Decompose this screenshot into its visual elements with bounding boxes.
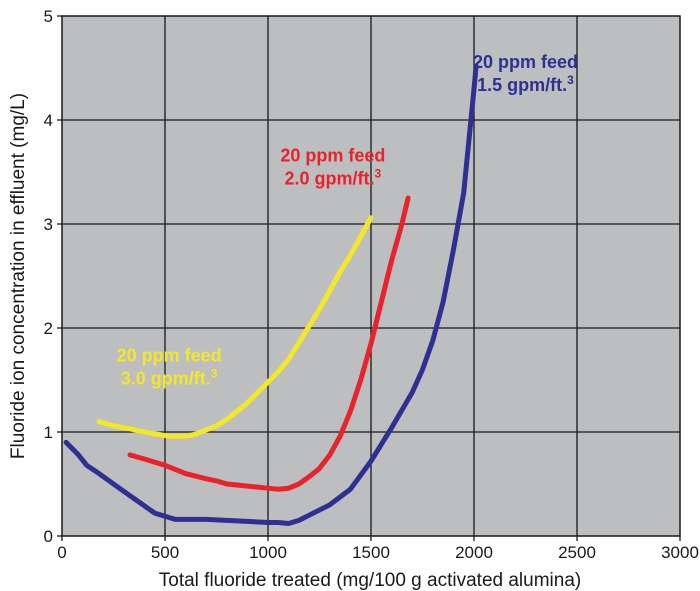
y-axis-title: Fluoride ion concentration in effluent (…: [8, 93, 29, 459]
series-label-superscript: 3: [375, 167, 382, 181]
series-lines: [63, 63, 479, 526]
series-label-line1-red-2-0-gpm: 20 ppm feed: [280, 146, 385, 166]
series-line-blue-1-5-gpm: [63, 63, 479, 526]
y-tick-label: 0: [44, 527, 53, 546]
series-label-superscript: 3: [211, 366, 218, 380]
series-label-rate: 1.5 gpm/ft.: [477, 75, 567, 95]
series-label-line2-red-2-0-gpm: 2.0 gpm/ft.3: [285, 167, 382, 189]
x-tick-label: 1500: [352, 543, 390, 562]
gridlines: [62, 16, 680, 536]
y-tick-label: 2: [44, 319, 53, 338]
x-tick-label: 0: [57, 543, 66, 562]
x-axis-title: Total fluoride treated (mg/100 g activat…: [159, 570, 581, 591]
y-axis-ticks: 0 1 2 3 4 5: [44, 7, 62, 546]
series-label-rate: 3.0 gpm/ft.: [121, 368, 211, 388]
series-line-yellow-3-0-gpm: [96, 215, 374, 439]
y-tick-label: 3: [44, 215, 53, 234]
series-label-line2-yellow-3-0-gpm: 3.0 gpm/ft.3: [121, 366, 218, 388]
x-tick-label: 2500: [558, 543, 596, 562]
series-label-line1-yellow-3-0-gpm: 20 ppm feed: [117, 345, 222, 365]
y-tick-label: 5: [44, 7, 53, 26]
y-tick-label: 4: [44, 111, 53, 130]
y-tick-label: 1: [44, 423, 53, 442]
series-label-line1-blue-1-5-gpm: 20 ppm feed: [473, 52, 578, 72]
series-label-line2-blue-1-5-gpm: 1.5 gpm/ft.3: [477, 73, 574, 95]
series-label-superscript: 3: [567, 73, 574, 87]
x-tick-label: 2000: [455, 543, 493, 562]
x-tick-label: 1000: [249, 543, 287, 562]
series-label-rate: 2.0 gpm/ft.: [285, 169, 375, 189]
series-line-red-2-0-gpm: [127, 195, 411, 492]
x-tick-label: 500: [151, 543, 179, 562]
x-axis-ticks: 0 500 1000 1500 2000 2500 3000: [57, 536, 699, 562]
x-tick-label: 3000: [661, 543, 699, 562]
